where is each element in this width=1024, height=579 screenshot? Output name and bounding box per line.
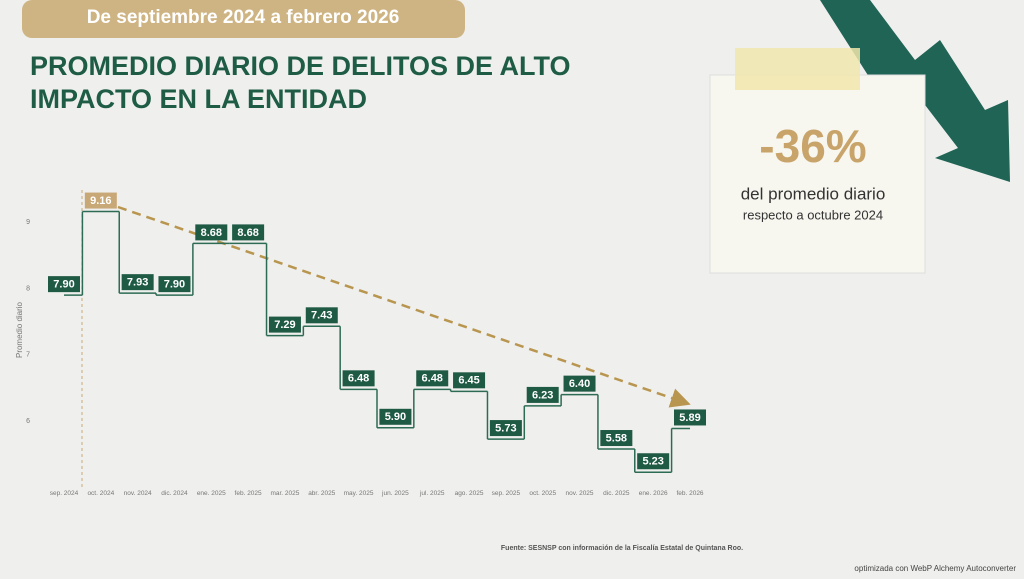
x-tick-label: jul. 2025 <box>419 490 445 497</box>
label-box <box>84 192 117 209</box>
y-axis-label: Promedio diario <box>15 301 24 358</box>
x-tick-label: jun. 2025 <box>382 490 409 497</box>
label-box <box>342 370 375 387</box>
data-label: 5.73 <box>495 422 516 434</box>
label-box <box>637 453 670 470</box>
trend-arrow <box>117 205 691 408</box>
label-box <box>379 408 412 425</box>
callout-text: del promedio diario <box>741 184 886 203</box>
callout-text: respecto a octubre 2024 <box>743 207 883 222</box>
y-tick-label: 6 <box>26 418 30 425</box>
y-tick-label: 7 <box>26 352 30 359</box>
data-label: 7.90 <box>53 279 74 291</box>
x-tick-label: may. 2025 <box>343 490 374 497</box>
y-tick-label: 8 <box>26 285 30 292</box>
x-tick-label: ago. 2025 <box>454 490 484 497</box>
data-label: 6.48 <box>348 373 369 385</box>
x-tick-label: feb. 2026 <box>676 490 704 497</box>
x-tick-label: feb. 2025 <box>234 490 262 497</box>
x-tick-label: dic. 2024 <box>161 490 188 497</box>
data-label: 6.40 <box>569 378 590 390</box>
x-tick-label: oct. 2024 <box>87 490 115 497</box>
x-tick-label: oct. 2025 <box>529 490 557 497</box>
label-box <box>416 370 449 387</box>
data-label: 6.48 <box>422 373 443 385</box>
data-label: 5.58 <box>606 432 627 444</box>
data-label: 9.16 <box>90 195 111 207</box>
x-tick-label: nov. 2025 <box>565 490 594 497</box>
data-label: 5.90 <box>385 411 406 423</box>
x-tick-label: sep. 2025 <box>491 490 521 497</box>
label-box <box>526 386 559 403</box>
label-box <box>600 430 633 447</box>
data-label: 8.68 <box>237 227 258 239</box>
callout-paper <box>709 74 926 274</box>
label-box <box>121 274 154 291</box>
data-label: 7.93 <box>127 277 148 289</box>
data-label: 7.29 <box>274 319 295 331</box>
label-box <box>305 307 338 324</box>
x-tick-label: sep. 2024 <box>49 490 79 497</box>
x-tick-label: ene. 2025 <box>196 490 226 497</box>
data-label: 8.68 <box>201 227 222 239</box>
header: De septiembre 2024 a febrero 2026 <box>87 7 400 28</box>
data-label: 5.23 <box>642 456 663 468</box>
label-box <box>453 372 486 389</box>
label-box <box>158 276 191 293</box>
label-box <box>195 224 228 241</box>
data-label: 6.23 <box>532 389 553 401</box>
watermark: optimizada con WebP Alchemy Autoconverte… <box>854 564 1016 573</box>
label-box <box>48 276 80 293</box>
data-label: 7.43 <box>311 310 332 322</box>
data-label: 5.89 <box>679 412 700 424</box>
data-label: 6.45 <box>458 375 479 387</box>
x-tick-label: ene. 2026 <box>638 490 668 497</box>
x-tick-label: dic. 2025 <box>603 490 630 497</box>
label-box <box>563 375 596 392</box>
callout-value: -36% <box>759 120 866 172</box>
title: PROMEDIO DIARIO DE DELITOS DE ALTO <box>30 51 571 81</box>
source: Fuente: SESNSP con información de la Fis… <box>501 545 743 552</box>
x-tick-label: mar. 2025 <box>270 490 300 497</box>
label-box <box>674 409 706 426</box>
label-box <box>489 420 522 437</box>
y-tick-label: 9 <box>26 219 30 226</box>
tape <box>735 48 860 90</box>
label-box <box>268 316 301 333</box>
x-tick-label: abr. 2025 <box>308 490 336 497</box>
label-box <box>232 224 265 241</box>
data-label: 7.90 <box>164 279 185 291</box>
x-tick-label: nov. 2024 <box>123 490 152 497</box>
title: IMPACTO EN LA ENTIDAD <box>30 84 367 114</box>
header-pill <box>22 0 465 38</box>
